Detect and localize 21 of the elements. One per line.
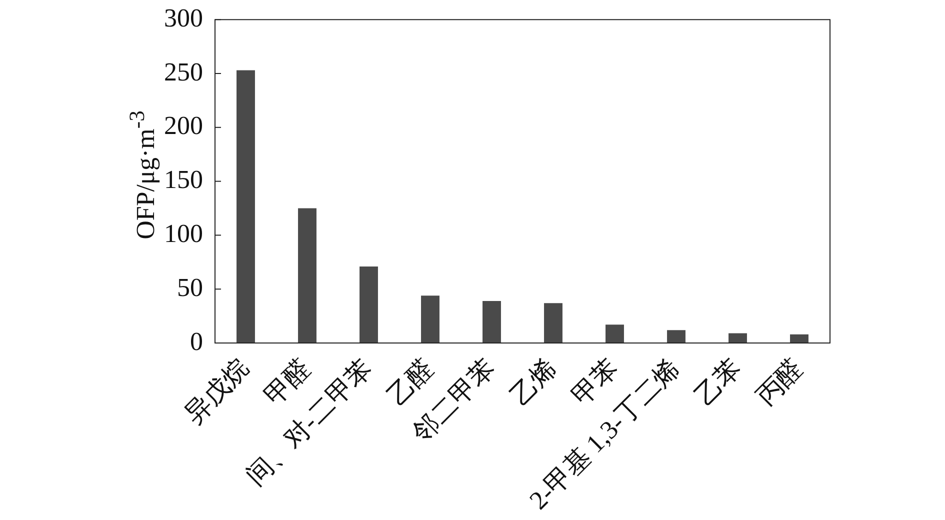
bar <box>790 334 808 343</box>
bar <box>298 208 316 343</box>
y-tick-label: 200 <box>164 111 203 140</box>
y-tick-label: 0 <box>190 326 203 356</box>
bar <box>544 303 562 343</box>
x-tick-label: 乙苯 <box>690 354 747 411</box>
bar <box>606 324 624 343</box>
y-tick-label: 50 <box>177 272 203 302</box>
y-tick-label: 300 <box>164 3 203 32</box>
bar <box>482 300 501 343</box>
x-tick-label: 丙醛 <box>751 354 808 411</box>
y-tick-label: 100 <box>164 219 203 248</box>
bar <box>421 296 440 343</box>
x-tick-label: 乙烯 <box>505 354 562 411</box>
y-tick-label: 250 <box>164 57 203 86</box>
x-tick-label: 异戊烷 <box>179 354 255 430</box>
bar <box>728 333 747 343</box>
bar <box>667 330 686 343</box>
y-tick-label: 150 <box>164 165 203 194</box>
bar <box>236 70 255 343</box>
bar <box>360 266 378 343</box>
